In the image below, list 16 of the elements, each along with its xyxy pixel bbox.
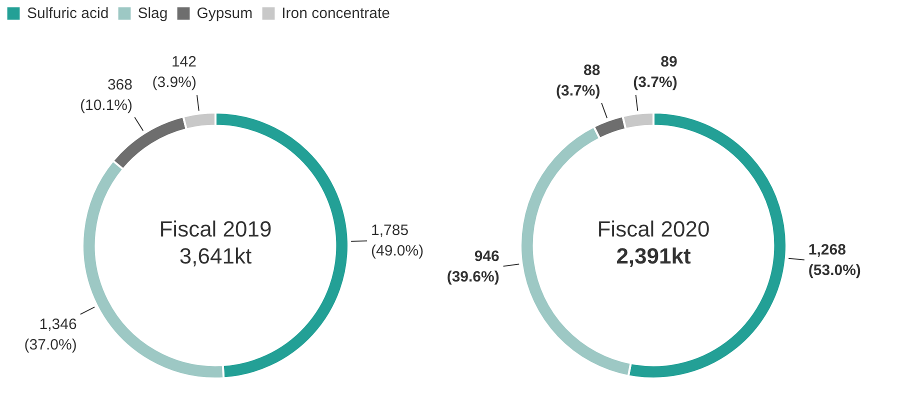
legend-label: Gypsum — [196, 4, 253, 22]
legend-label: Sulfuric acid — [27, 4, 109, 22]
data-label: 88 (3.7%) — [556, 62, 600, 100]
text: 2,391kt — [616, 244, 692, 268]
legend-label: Iron concentrate — [282, 4, 390, 22]
text: Fiscal 2019 — [159, 216, 272, 242]
data-label: 1,268 (53.0%) — [808, 242, 861, 279]
text: 3,641kt — [179, 244, 252, 268]
text: Fiscal 2020 — [597, 216, 710, 242]
data-label: 1,785 (49.0%) — [371, 222, 424, 260]
data-label: 1,346 (37.0%) — [24, 316, 77, 354]
legend-label: Slag — [138, 4, 168, 22]
data-label: 89 (3.7%) — [633, 54, 678, 91]
data-label: 368 (10.1%) — [80, 76, 133, 114]
data-label: 142 (3.9%) — [152, 54, 196, 92]
data-label: 946 (39.6%) — [446, 248, 500, 286]
